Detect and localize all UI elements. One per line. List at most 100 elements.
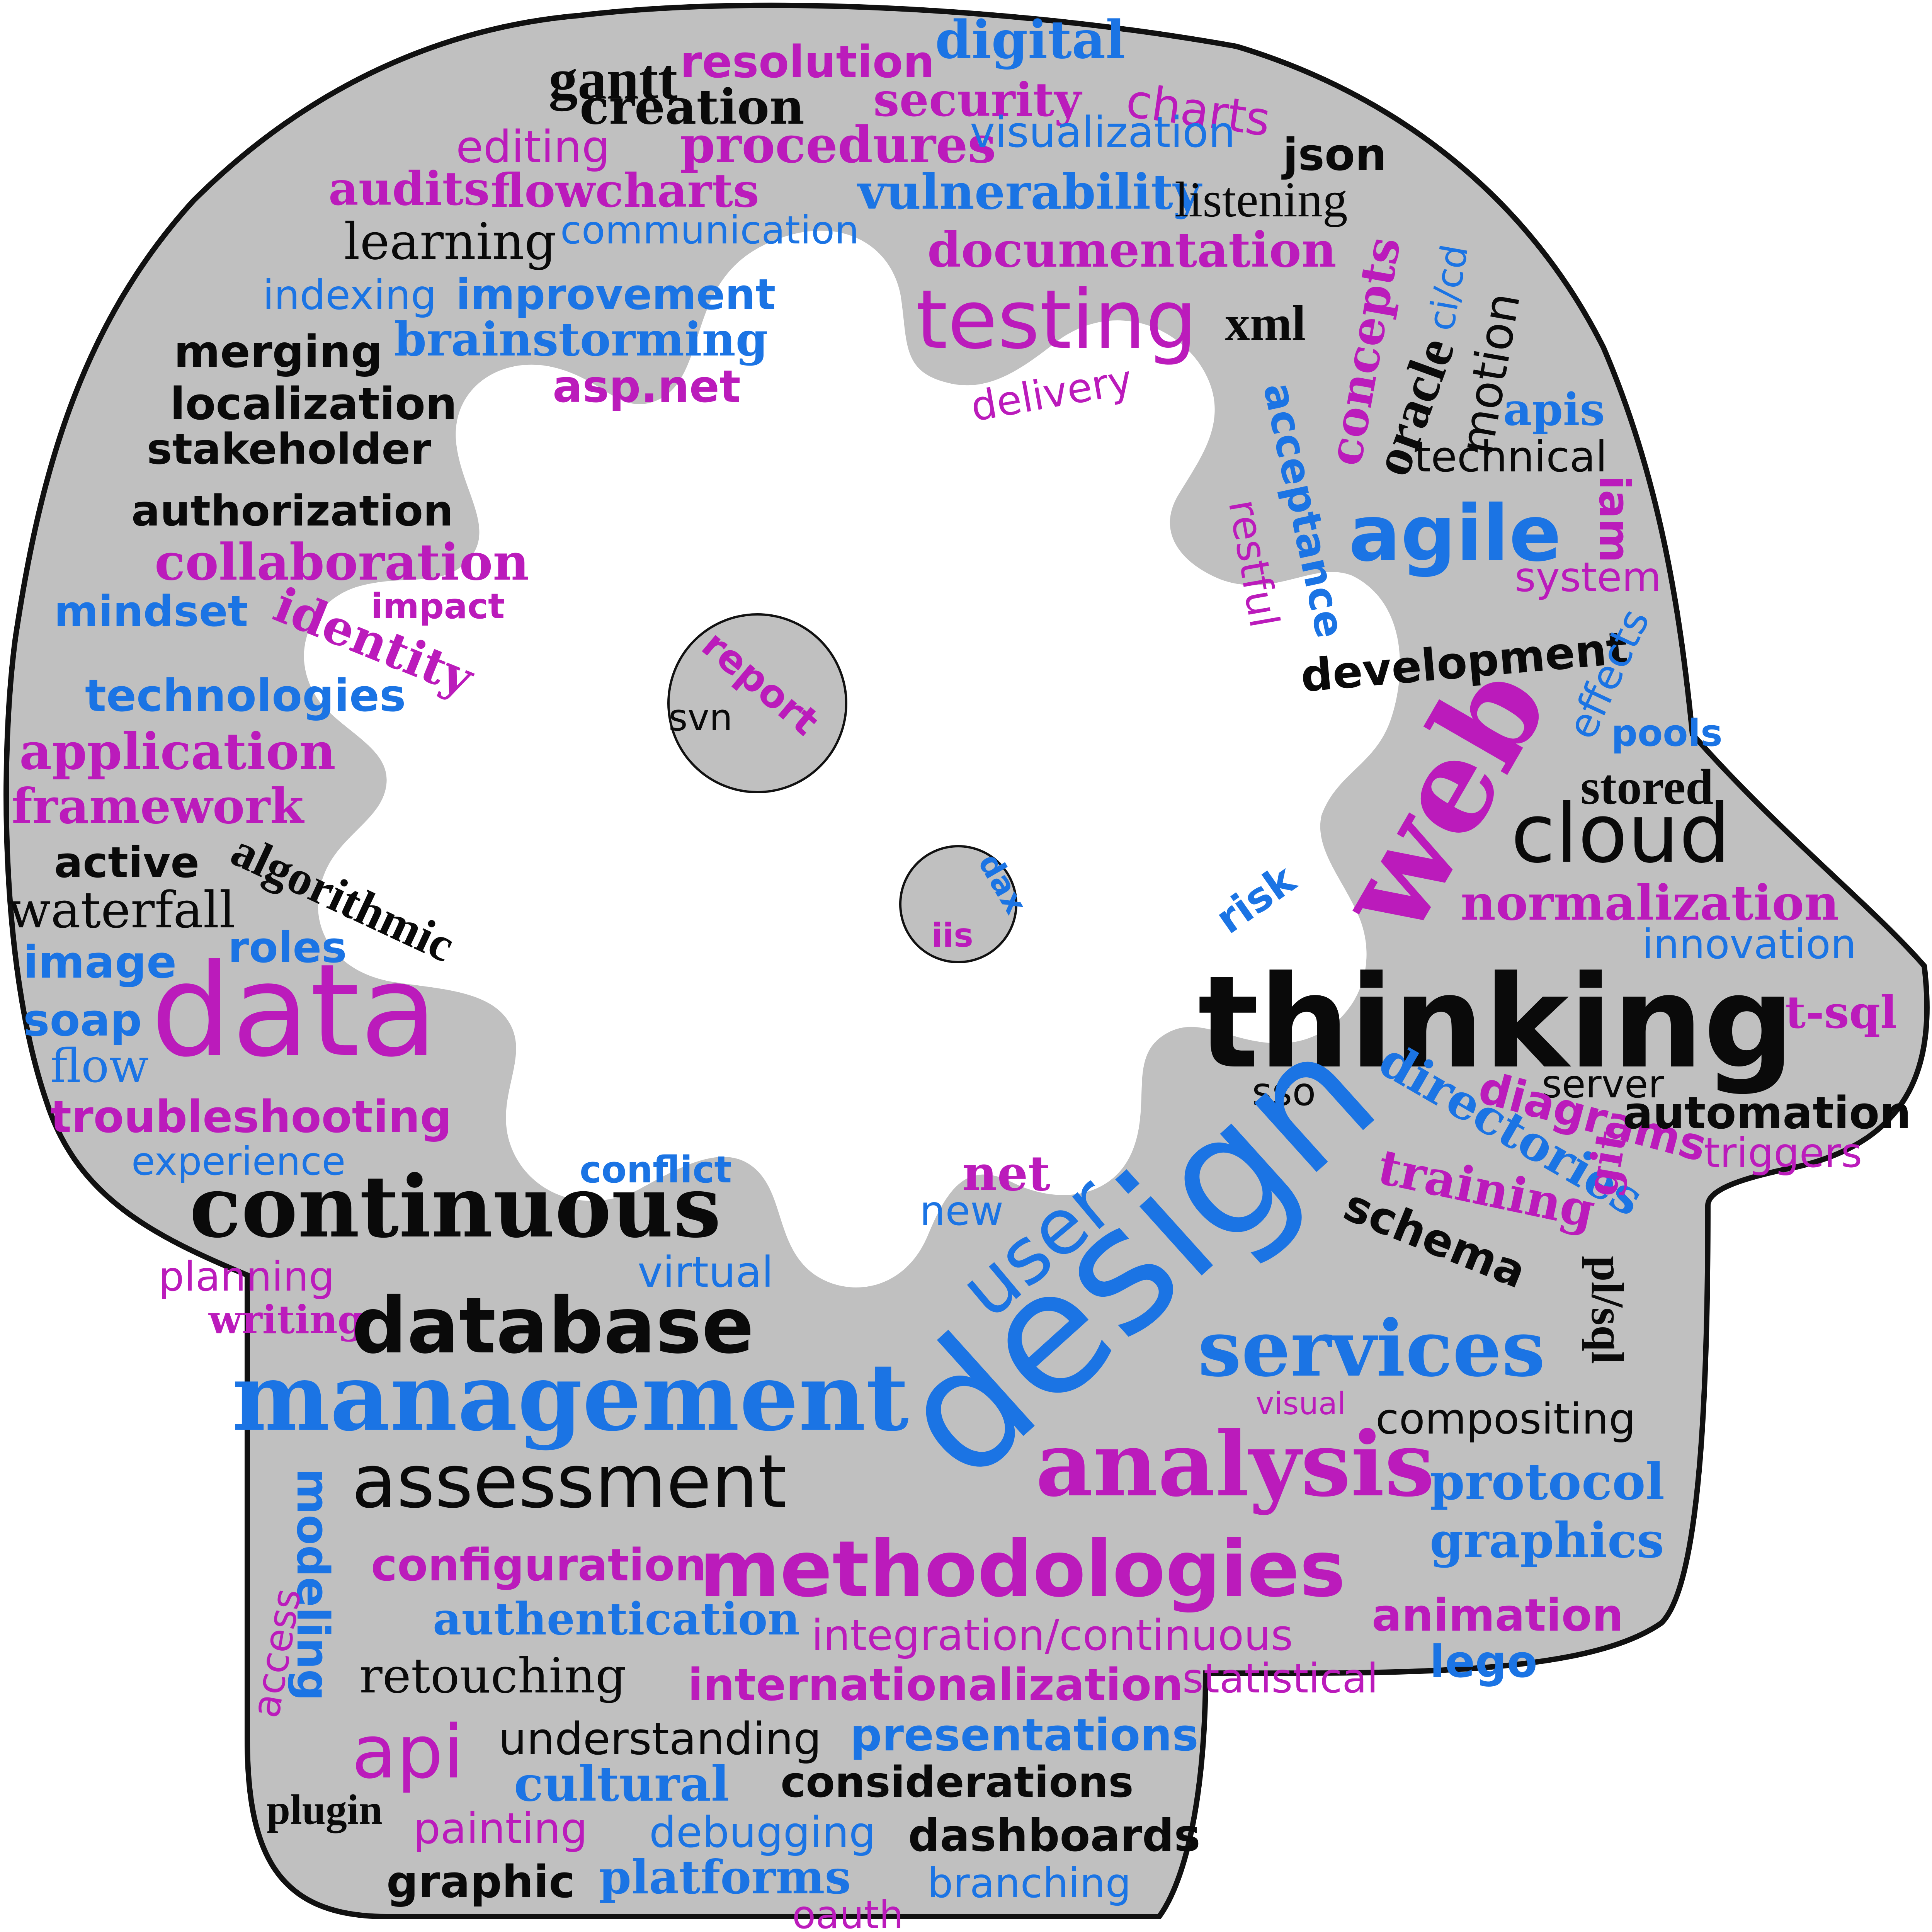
word: cultural [514, 1756, 729, 1812]
word: editing [456, 121, 610, 173]
word: flow [50, 1039, 149, 1093]
word: new [920, 1187, 1003, 1235]
word: vulnerability [857, 164, 1202, 220]
word: soap [23, 995, 142, 1046]
word: branching [927, 1860, 1131, 1907]
word: procedures [680, 115, 996, 174]
word: data [151, 937, 438, 1085]
word: compositing [1376, 1394, 1636, 1444]
word: merging [174, 326, 383, 378]
word: plugin [267, 1786, 383, 1833]
word: technologies [85, 670, 406, 722]
word: system [1515, 554, 1662, 601]
word: collaboration [155, 532, 529, 592]
word: audits [328, 162, 490, 216]
word: automation [1623, 1087, 1911, 1139]
word: authentication [433, 1593, 800, 1645]
word: json [1281, 129, 1387, 181]
word: retouching [359, 1648, 626, 1704]
word: database [352, 1281, 754, 1371]
word: iam [1590, 475, 1639, 563]
word: resolution [680, 36, 935, 88]
word: apis [1503, 384, 1605, 436]
word: conflict [580, 1149, 732, 1191]
word: creation [580, 79, 804, 135]
word: digital [935, 9, 1125, 70]
word: troubleshooting [50, 1091, 452, 1143]
word: writing [208, 1297, 365, 1342]
word: analysis [1036, 1412, 1435, 1517]
word: planning [158, 1253, 335, 1300]
word: virtual [638, 1247, 774, 1297]
word: authorization [131, 486, 453, 536]
word: documentation [927, 222, 1337, 278]
word: xml [1225, 296, 1306, 351]
word: oauth [792, 1892, 903, 1932]
word: triggers [1704, 1129, 1862, 1177]
word: statistical [1182, 1655, 1378, 1702]
word: methodologies [699, 1524, 1345, 1614]
word: continuous [189, 1156, 721, 1257]
word: graphic [386, 1856, 575, 1908]
word: presentations [850, 1709, 1199, 1761]
word: asp.net [553, 361, 741, 413]
word: impact [371, 586, 505, 627]
word: normalization [1461, 875, 1839, 931]
word: flowcharts [491, 163, 759, 218]
word: improvement [456, 270, 776, 319]
word: visualization [970, 107, 1235, 157]
word: pools [1611, 712, 1723, 755]
word: considerations [781, 1757, 1134, 1807]
word: management [232, 1343, 909, 1452]
word: mindset [54, 587, 248, 636]
word: svn [668, 697, 733, 739]
word: graphics [1430, 1512, 1664, 1569]
word: configuration [371, 1539, 706, 1591]
word: experience [131, 1139, 345, 1184]
word: lego [1430, 1636, 1537, 1688]
word: roles [228, 923, 347, 972]
word: stored [1580, 759, 1713, 815]
word: protocol [1430, 1452, 1665, 1511]
word: net [962, 1145, 1050, 1202]
word: stakeholder [147, 424, 431, 474]
word: git [1576, 1126, 1637, 1200]
word: debugging [649, 1808, 876, 1857]
word: thinking [1198, 948, 1794, 1097]
word: assessment [352, 1439, 787, 1524]
inner-circle-large [667, 613, 847, 793]
word: internationalization [688, 1659, 1183, 1711]
word: server [1542, 1061, 1664, 1107]
word: application [19, 722, 336, 781]
gear-icon [304, 230, 1400, 1287]
word: animation [1372, 1590, 1624, 1641]
word: iis [931, 917, 973, 955]
word: innovation [1642, 921, 1856, 968]
word: security [873, 73, 1082, 127]
word: indexing [263, 272, 437, 319]
word: t-sql [1785, 986, 1897, 1039]
word: brainstorming [394, 312, 768, 367]
word: sso [1252, 1069, 1316, 1114]
word: cloud [1511, 786, 1731, 881]
word: agile [1349, 489, 1561, 579]
word: integration/continuous [811, 1611, 1293, 1660]
word: localization [170, 378, 457, 430]
word: understanding [498, 1713, 821, 1765]
word: platforms [599, 1850, 851, 1905]
word: painting [413, 1804, 588, 1853]
word: framework [12, 778, 304, 835]
word: modeling [287, 1468, 338, 1701]
word: testing [916, 272, 1197, 367]
word: communication [560, 207, 859, 253]
word: api [352, 1709, 464, 1795]
word: pl/sql [1582, 1256, 1633, 1364]
inner-circle-small [899, 845, 1017, 963]
word: technical [1414, 432, 1607, 481]
word: services [1198, 1303, 1545, 1394]
word: active [54, 838, 199, 887]
word: learning [344, 212, 556, 271]
word: gantt [549, 47, 677, 111]
word: listening [1175, 172, 1348, 228]
